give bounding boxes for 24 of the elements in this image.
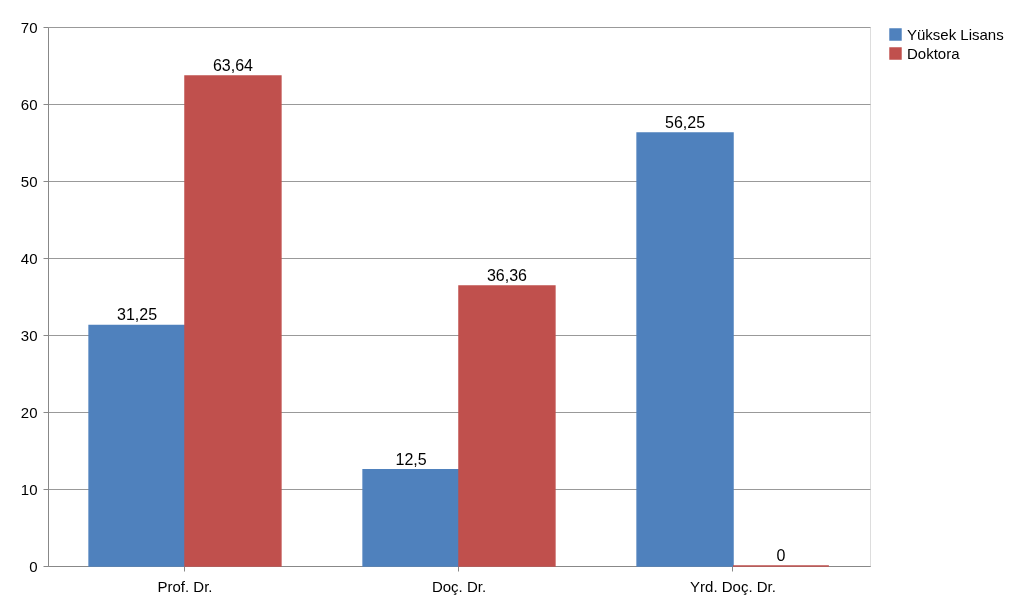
x-tick-label: Doç. Dr. xyxy=(431,577,487,595)
x-tick-label: Prof. Dr. xyxy=(157,577,213,595)
bar xyxy=(636,132,734,567)
data-label: 31,25 xyxy=(117,306,158,324)
bar xyxy=(184,75,282,567)
y-tick-label: 60 xyxy=(20,95,38,113)
data-label: 56,25 xyxy=(665,113,706,131)
y-tick-label: 40 xyxy=(20,249,38,267)
y-tick-label: 70 xyxy=(20,18,38,36)
y-tick-label: 0 xyxy=(29,557,38,575)
y-tick-label: 20 xyxy=(20,403,38,421)
y-tick-label: 30 xyxy=(20,326,38,344)
legend-label: Doktora xyxy=(907,44,961,62)
data-label: 12,5 xyxy=(395,450,427,468)
data-label: 63,64 xyxy=(212,56,254,74)
y-tick-label: 50 xyxy=(20,172,38,190)
bar xyxy=(88,324,186,567)
data-label: 36,36 xyxy=(486,267,528,285)
data-label: 0 xyxy=(776,547,786,564)
legend-label: Yüksek Lisans xyxy=(907,25,1004,43)
x-tick-label: Yrd. Doç. Dr. xyxy=(690,577,776,595)
bar xyxy=(362,469,460,567)
y-tick-label: 10 xyxy=(20,480,38,498)
bar xyxy=(458,285,556,567)
